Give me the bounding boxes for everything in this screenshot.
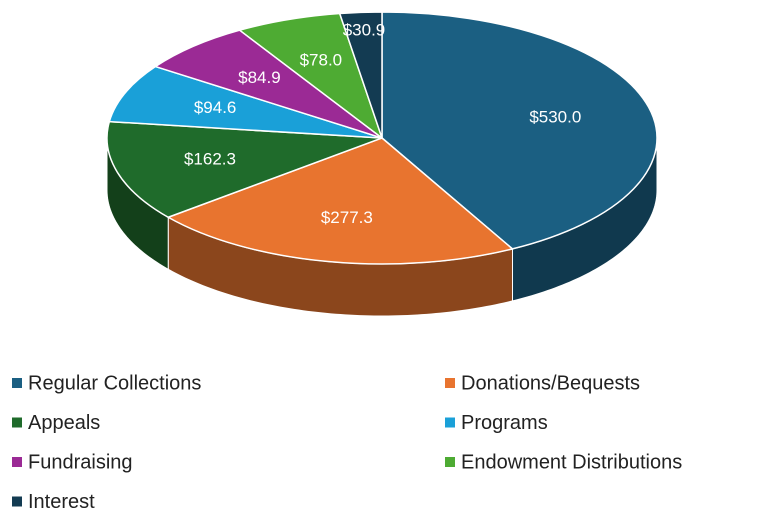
data-label: $30.9 — [343, 21, 386, 40]
data-label: $162.3 — [184, 150, 236, 169]
legend-label: Donations/Bequests — [461, 372, 640, 394]
legend-swatch — [12, 417, 22, 428]
slice — [106, 120, 383, 219]
legend-swatch — [445, 457, 455, 467]
slice — [381, 11, 658, 250]
data-label: $277.3 — [321, 208, 373, 227]
legend-swatch — [445, 378, 455, 388]
data-label: $84.9 — [238, 68, 281, 87]
data-label: $530.0 — [529, 107, 581, 126]
legend-swatch — [12, 457, 22, 467]
legend-swatch — [12, 378, 22, 388]
legend-label: Fundraising — [28, 451, 133, 473]
legend-swatch — [12, 496, 22, 507]
slice — [166, 137, 515, 265]
legend-label: Interest — [28, 491, 95, 513]
slice — [338, 11, 383, 139]
legend-swatch — [445, 417, 455, 428]
data-label: $78.0 — [300, 51, 343, 70]
slice — [153, 29, 383, 139]
legend-label: Endowment Distributions — [461, 451, 682, 473]
legend-label: Regular Collections — [28, 372, 201, 394]
slice — [108, 65, 383, 139]
legend-label: Programs — [461, 412, 548, 434]
legend-label: Appeals — [28, 412, 100, 434]
data-label: $94.6 — [194, 98, 237, 117]
